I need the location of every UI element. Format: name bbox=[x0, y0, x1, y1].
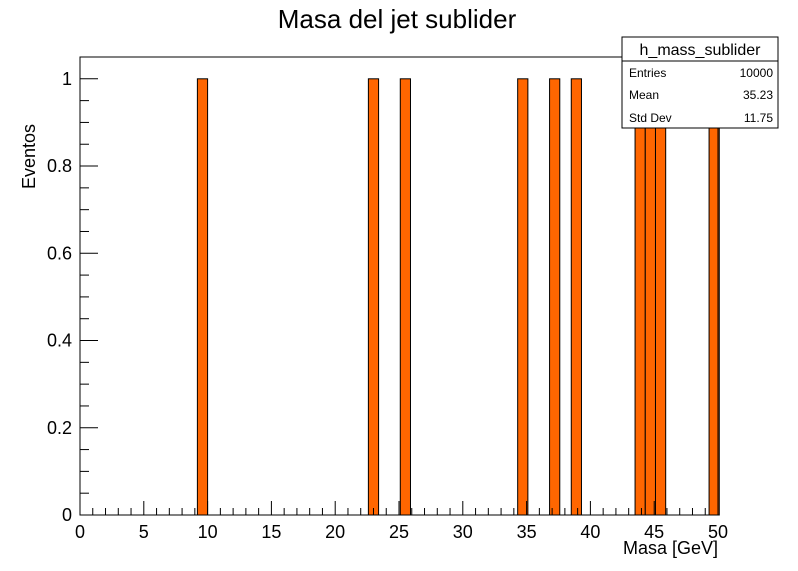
stats-box-title: h_mass_sublider bbox=[640, 42, 762, 59]
stats-stddev-label: Std Dev bbox=[629, 111, 672, 125]
x-tick-label: 5 bbox=[139, 522, 149, 542]
x-tick-label: 15 bbox=[261, 522, 281, 542]
histogram-bar-5 bbox=[570, 78, 582, 516]
y-axis-label: Eventos bbox=[19, 124, 39, 189]
stats-mean-label: Mean bbox=[629, 88, 659, 102]
x-tick-label: 50 bbox=[708, 522, 728, 542]
x-tick-label: 35 bbox=[517, 522, 537, 542]
stats-box-frame bbox=[621, 36, 779, 129]
x-tick-label: 20 bbox=[325, 522, 345, 542]
y-tick-label: 1 bbox=[62, 69, 72, 89]
y-tick-label: 0.6 bbox=[47, 243, 72, 263]
x-tick-label: 45 bbox=[644, 522, 664, 542]
y-tick-label: 0.4 bbox=[47, 331, 72, 351]
chart-title: Masa del jet sublider bbox=[278, 4, 517, 34]
x-axis: 0 5 10 15 20 25 30 35 40 45 50 bbox=[75, 501, 728, 542]
y-tick-label: 0.2 bbox=[47, 418, 72, 438]
histogram-bar-6 bbox=[634, 78, 646, 516]
stats-entries-value: 10000 bbox=[740, 66, 774, 80]
histogram-bar-2 bbox=[399, 78, 411, 516]
y-tick-label: 0.8 bbox=[47, 156, 72, 176]
histogram-bar-8 bbox=[654, 78, 667, 516]
histogram-bar-0 bbox=[196, 78, 209, 516]
x-tick-label: 0 bbox=[75, 522, 85, 542]
y-axis: 0 0.2 0.4 0.6 0.8 1 bbox=[47, 69, 98, 525]
x-axis-label: Masa [GeV] bbox=[623, 538, 718, 558]
bars-layer bbox=[196, 78, 720, 516]
stats-mean-value: 35.23 bbox=[743, 88, 773, 102]
histogram-bar-1 bbox=[367, 78, 380, 516]
histogram-bar-7 bbox=[644, 78, 656, 516]
y-tick-label: 0 bbox=[62, 505, 72, 525]
stats-box: h_mass_sublider Entries 10000 Mean 35.23… bbox=[621, 36, 779, 129]
histogram-bar-3 bbox=[517, 78, 529, 516]
x-tick-label: 30 bbox=[453, 522, 473, 542]
stats-stddev-value: 11.75 bbox=[744, 111, 773, 125]
histogram-bar-4 bbox=[549, 78, 561, 516]
x-tick-label: 40 bbox=[580, 522, 600, 542]
stats-entries-label: Entries bbox=[629, 66, 666, 80]
x-tick-label: 10 bbox=[198, 522, 218, 542]
x-tick-label: 25 bbox=[389, 522, 409, 542]
